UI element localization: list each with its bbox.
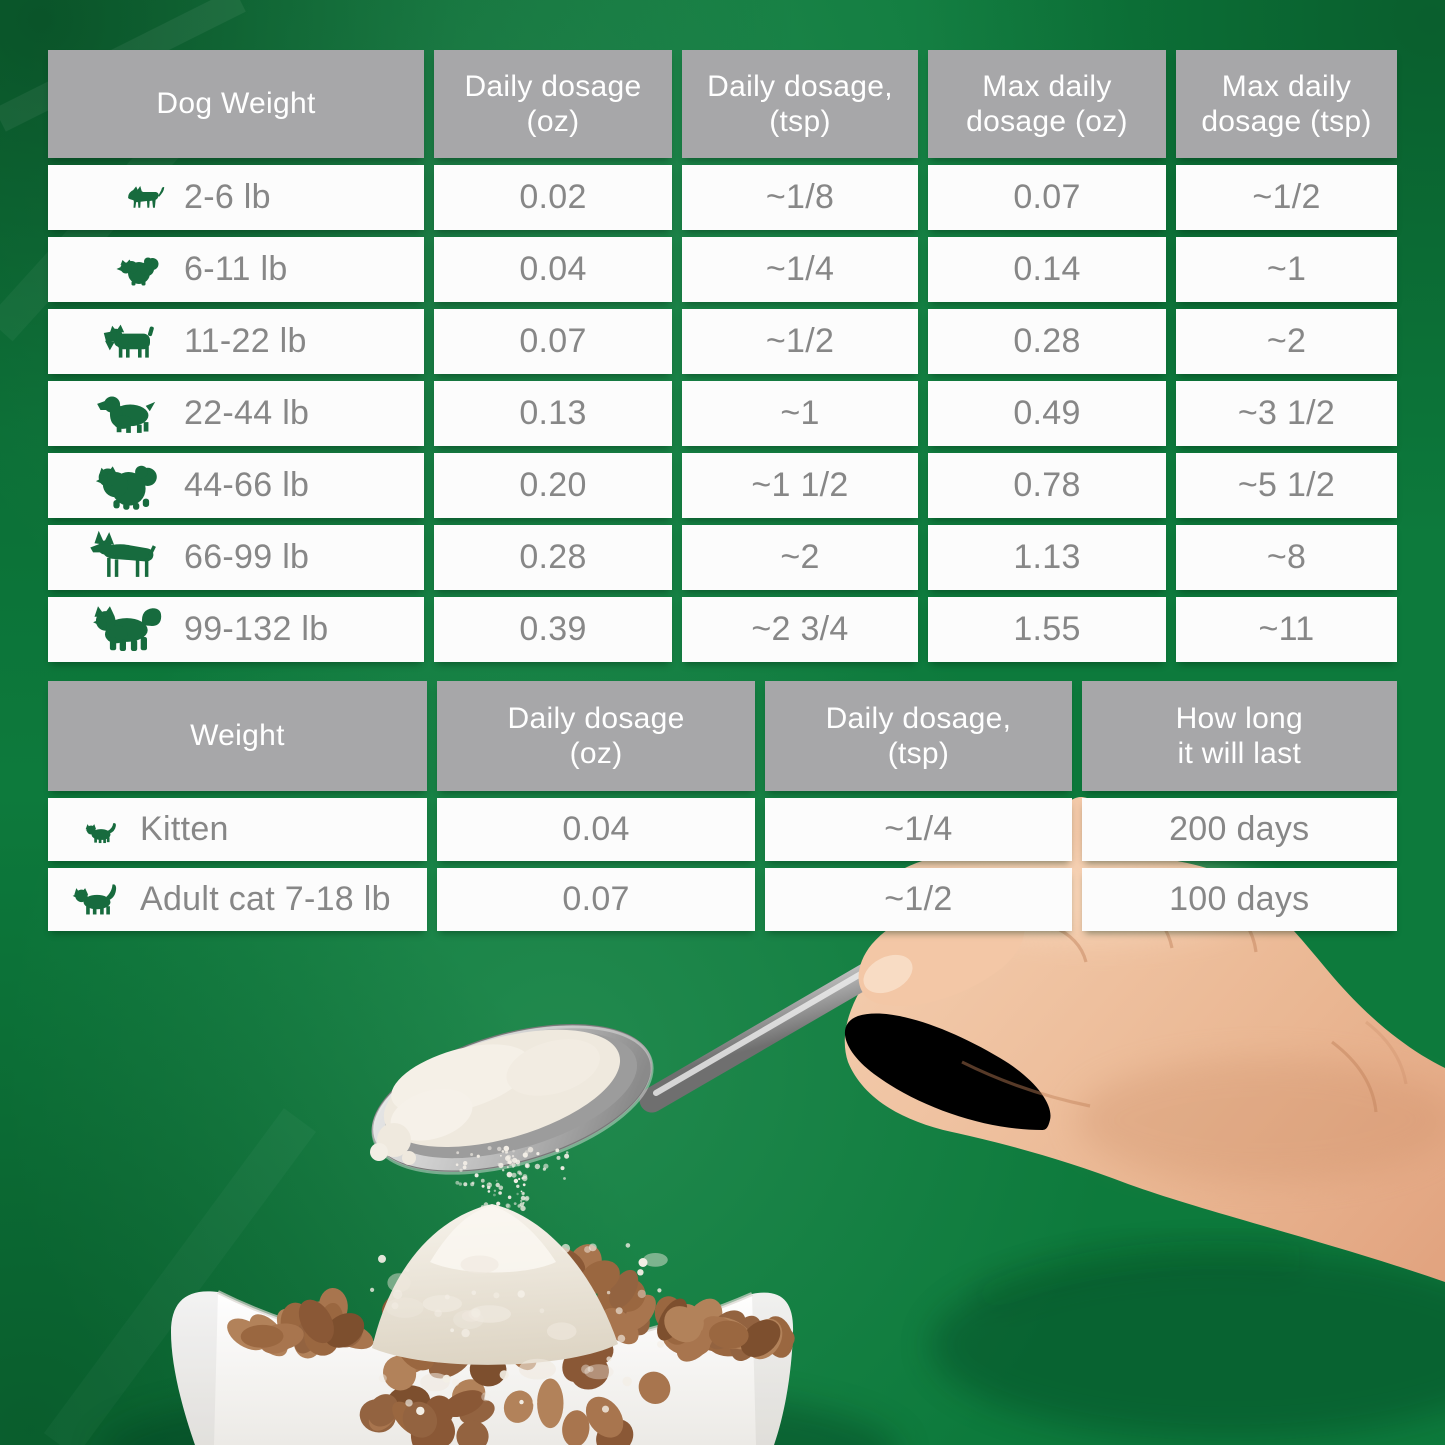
dog-header-weight: Dog Weight	[48, 50, 424, 158]
daily-oz-cell: 0.02	[434, 165, 672, 230]
max-oz-cell: 1.55	[928, 597, 1166, 662]
daily-tsp-cell: ~2	[682, 525, 918, 590]
daily-oz-cell: 0.04	[436, 798, 756, 861]
weight-label: 99-132 lb	[184, 610, 329, 648]
dog-weight-cell: 2-6 lb	[48, 165, 424, 230]
cat-header-duration: How long it will last	[1081, 681, 1397, 791]
daily-tsp-cell: ~1/2	[682, 309, 918, 374]
daily-tsp-cell: ~1	[682, 381, 918, 446]
doberman-icon	[84, 526, 168, 590]
pomeranian-icon	[84, 250, 168, 290]
weight-label: 44-66 lb	[184, 466, 310, 504]
weight-label: 11-22 lb	[184, 322, 307, 360]
dog-weight-cell: 99-132 lb	[48, 597, 424, 662]
cat-header-daily-tsp: Daily dosage, (tsp)	[765, 681, 1072, 791]
max-tsp-cell: ~11	[1176, 597, 1397, 662]
max-tsp-cell: ~1/2	[1176, 165, 1397, 230]
kitten-icon	[66, 812, 128, 848]
daily-tsp-cell: ~1/4	[765, 798, 1072, 861]
daily-tsp-cell: ~2 3/4	[682, 597, 918, 662]
daily-oz-cell: 0.04	[434, 237, 672, 302]
max-tsp-cell: ~1	[1176, 237, 1397, 302]
spoon-bowl	[371, 1024, 654, 1175]
daily-oz-cell: 0.07	[434, 309, 672, 374]
cocker-spaniel-icon	[84, 387, 168, 441]
weight-label: Kitten	[140, 810, 229, 848]
max-oz-cell: 0.07	[928, 165, 1166, 230]
daily-tsp-cell: ~1/2	[765, 868, 1072, 931]
daily-oz-cell: 0.39	[434, 597, 672, 662]
max-oz-cell: 0.14	[928, 237, 1166, 302]
daily-oz-cell: 0.28	[434, 525, 672, 590]
dog-header-daily-oz: Daily dosage (oz)	[434, 50, 672, 158]
max-tsp-cell: ~8	[1176, 525, 1397, 590]
max-oz-cell: 0.28	[928, 309, 1166, 374]
daily-tsp-cell: ~1 1/2	[682, 453, 918, 518]
max-oz-cell: 0.78	[928, 453, 1166, 518]
max-tsp-cell: ~2	[1176, 309, 1397, 374]
cat-weight-cell: Kitten	[48, 798, 427, 861]
duration-cell: 100 days	[1081, 868, 1397, 931]
dog-weight-cell: 44-66 lb	[48, 453, 424, 518]
cat-weight-cell: Adult cat 7-18 lb	[48, 868, 427, 931]
daily-tsp-cell: ~1/4	[682, 237, 918, 302]
max-tsp-cell: ~5 1/2	[1176, 453, 1397, 518]
daily-oz-cell: 0.07	[436, 868, 756, 931]
daily-oz-cell: 0.13	[434, 381, 672, 446]
duration-cell: 200 days	[1081, 798, 1397, 861]
dog-weight-cell: 11-22 lb	[48, 309, 424, 374]
cat-dosage-table: Weight Daily dosage (oz) Daily dosage, (…	[48, 681, 1397, 931]
dog-dosage-table: Dog Weight Daily dosage (oz) Daily dosag…	[48, 50, 1397, 662]
powder-dusting	[370, 1243, 668, 1416]
cat-header-daily-oz: Daily dosage (oz)	[436, 681, 756, 791]
weight-label: 6-11 lb	[184, 250, 288, 288]
akita-icon	[84, 595, 168, 665]
max-oz-cell: 0.49	[928, 381, 1166, 446]
chihuahua-icon	[84, 183, 168, 213]
dog-header-max-oz: Max daily dosage (oz)	[928, 50, 1166, 158]
fingernail	[863, 954, 913, 994]
dog-header-daily-tsp: Daily dosage, (tsp)	[682, 50, 918, 158]
weight-label: 66-99 lb	[184, 538, 310, 576]
pet-food-bowl	[171, 1204, 795, 1445]
daily-oz-cell: 0.20	[434, 453, 672, 518]
chow-chow-icon	[84, 457, 168, 515]
weight-label: Adult cat 7-18 lb	[140, 880, 391, 918]
dog-header-max-tsp: Max daily dosage (tsp)	[1176, 50, 1397, 158]
dog-weight-cell: 22-44 lb	[48, 381, 424, 446]
adult-cat-icon	[66, 875, 128, 925]
dog-weight-cell: 6-11 lb	[48, 237, 424, 302]
thumb	[844, 1013, 1051, 1130]
hand-shadow	[930, 1250, 1445, 1440]
dog-weight-cell: 66-99 lb	[48, 525, 424, 590]
schnauzer-icon	[84, 318, 168, 366]
max-oz-cell: 1.13	[928, 525, 1166, 590]
daily-tsp-cell: ~1/8	[682, 165, 918, 230]
weight-label: 22-44 lb	[184, 394, 310, 432]
weight-label: 2-6 lb	[184, 178, 271, 216]
max-tsp-cell: ~3 1/2	[1176, 381, 1397, 446]
cat-header-weight: Weight	[48, 681, 427, 791]
